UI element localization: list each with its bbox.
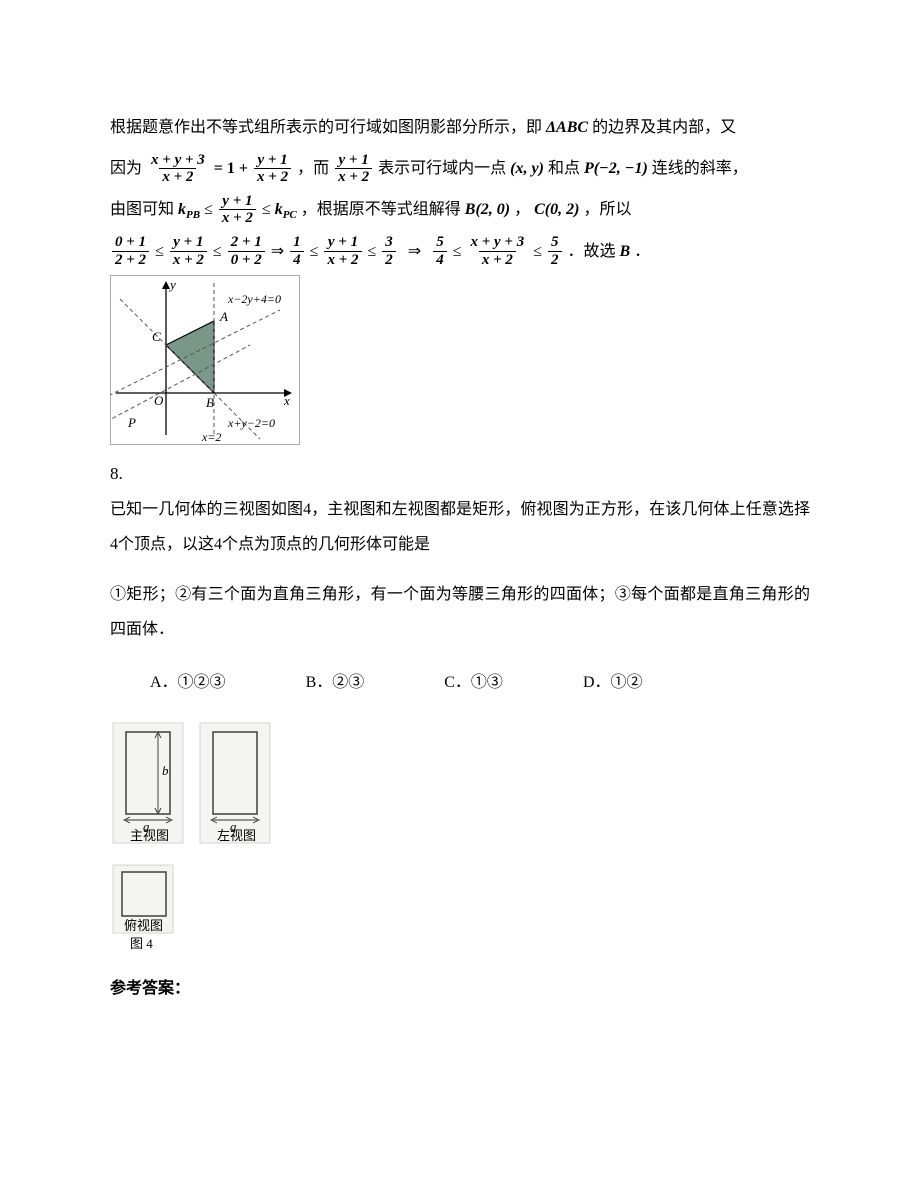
k-pb: kPB xyxy=(178,192,200,227)
question-number: 8. xyxy=(110,455,810,492)
point-c-label: C xyxy=(152,329,161,344)
fraction: x + y + 3 x + 2 xyxy=(148,152,208,186)
fraction: y + 1 x + 2 xyxy=(219,193,256,227)
answer-heading: 参考答案： xyxy=(110,971,810,1006)
option-d: D．①② xyxy=(583,665,643,700)
point-p-label: P xyxy=(127,415,136,430)
fraction: y + 1 x + 2 xyxy=(335,152,372,186)
text: ，所以 xyxy=(583,192,631,227)
fraction: 3 2 xyxy=(382,234,396,268)
text: 连线的斜率， xyxy=(652,151,748,186)
line1-label: x−2y+4=0 xyxy=(227,292,281,306)
question-body-1: 已知一几何体的三视图如图4，主视图和左视图都是矩形，俯视图为正方形，在该几何体上… xyxy=(110,492,810,562)
text: 由图可知 xyxy=(110,192,174,227)
solution-line-4: 0 + 1 2 + 2 ≤ y + 1 x + 2 ≤ 2 + 1 0 + 2 … xyxy=(110,234,810,269)
option-a: A．①②③ xyxy=(150,665,226,700)
fraction: 1 4 xyxy=(290,234,304,268)
point-a-label: A xyxy=(219,309,228,324)
solution-para-1: 根据题意作出不等式组所表示的可行域如图阴影部分所示，即 ΔABC 的边界及其内部… xyxy=(110,110,810,145)
triangle-abc: ΔABC xyxy=(546,119,588,136)
text: 因为 xyxy=(110,151,142,186)
line2-label: x+y−2=0 xyxy=(227,416,275,430)
three-view-figure: b a 主视图 a 左视图 俯视图 图 4 xyxy=(110,720,810,955)
fraction: y + 1 x + 2 xyxy=(254,152,291,186)
option-c: C．①③ xyxy=(444,665,503,700)
text: 表示可行域内一点 xyxy=(378,151,506,186)
period: ． xyxy=(634,234,650,269)
point-xy: (x, y) xyxy=(510,151,544,186)
text: ，根据原不等式组解得 xyxy=(301,192,461,227)
fraction: 5 2 xyxy=(548,234,562,268)
le: ≤ xyxy=(204,192,213,227)
text: ，而 xyxy=(297,151,329,186)
arrow: ⇒ xyxy=(408,234,421,269)
views-svg: b a 主视图 a 左视图 俯视图 图 4 xyxy=(110,720,285,955)
solution-line-3: 由图可知 kPB ≤ y + 1 x + 2 ≤ kPC ，根据原不等式组解得 … xyxy=(110,192,810,227)
feasibility-diagram: y x O C B A P x−2y+4=0 x+y−2=0 x=2 xyxy=(110,275,810,445)
point-b-label: B xyxy=(206,395,214,410)
fraction: y + 1 x + 2 xyxy=(170,234,207,268)
axis-x-label: x xyxy=(283,393,290,408)
question-body-2: ①矩形；②有三个面为直角三角形，有一个面为等腰三角形的四面体；③每个面都是直角三… xyxy=(110,577,810,647)
fraction: 5 4 xyxy=(433,234,447,268)
fraction: 2 + 1 0 + 2 xyxy=(228,234,265,268)
text: 根据题意作出不等式组所表示的可行域如图阴影部分所示，即 xyxy=(110,119,542,136)
k-pc: kPC xyxy=(275,192,297,227)
text: 和点 xyxy=(548,151,580,186)
origin-label: O xyxy=(154,393,164,408)
figure-caption: 图 4 xyxy=(130,936,153,951)
text: ．故选 xyxy=(568,234,616,269)
point-b: B(2, 0) xyxy=(465,192,510,227)
fraction: x + y + 3 x + 2 xyxy=(467,234,527,268)
diagram-svg: y x O C B A P x−2y+4=0 x+y−2=0 x=2 xyxy=(110,275,300,445)
solution-line-2: 因为 x + y + 3 x + 2 = 1 + y + 1 x + 2 ，而 … xyxy=(110,151,810,186)
main-view-label: 主视图 xyxy=(130,828,169,843)
options-row: A．①②③ B．②③ C．①③ D．①② xyxy=(110,665,810,700)
arrow: ⇒ xyxy=(271,234,284,269)
le: ≤ xyxy=(262,192,271,227)
fraction: y + 1 x + 2 xyxy=(324,234,361,268)
option-b: B．②③ xyxy=(306,665,365,700)
equals: = 1 + xyxy=(214,151,248,186)
axis-y-label: y xyxy=(168,277,176,292)
line3-label: x=2 xyxy=(201,430,221,444)
dim-b: b xyxy=(162,763,169,778)
point-p: P(−2, −1) xyxy=(584,151,648,186)
comma: ， xyxy=(514,192,530,227)
point-c: C(0, 2) xyxy=(534,192,579,227)
text: 的边界及其内部，又 xyxy=(592,119,736,136)
top-view-label: 俯视图 xyxy=(124,918,163,933)
left-view-label: 左视图 xyxy=(217,828,256,843)
fraction: 0 + 1 2 + 2 xyxy=(112,234,149,268)
answer-b: B xyxy=(620,234,631,269)
